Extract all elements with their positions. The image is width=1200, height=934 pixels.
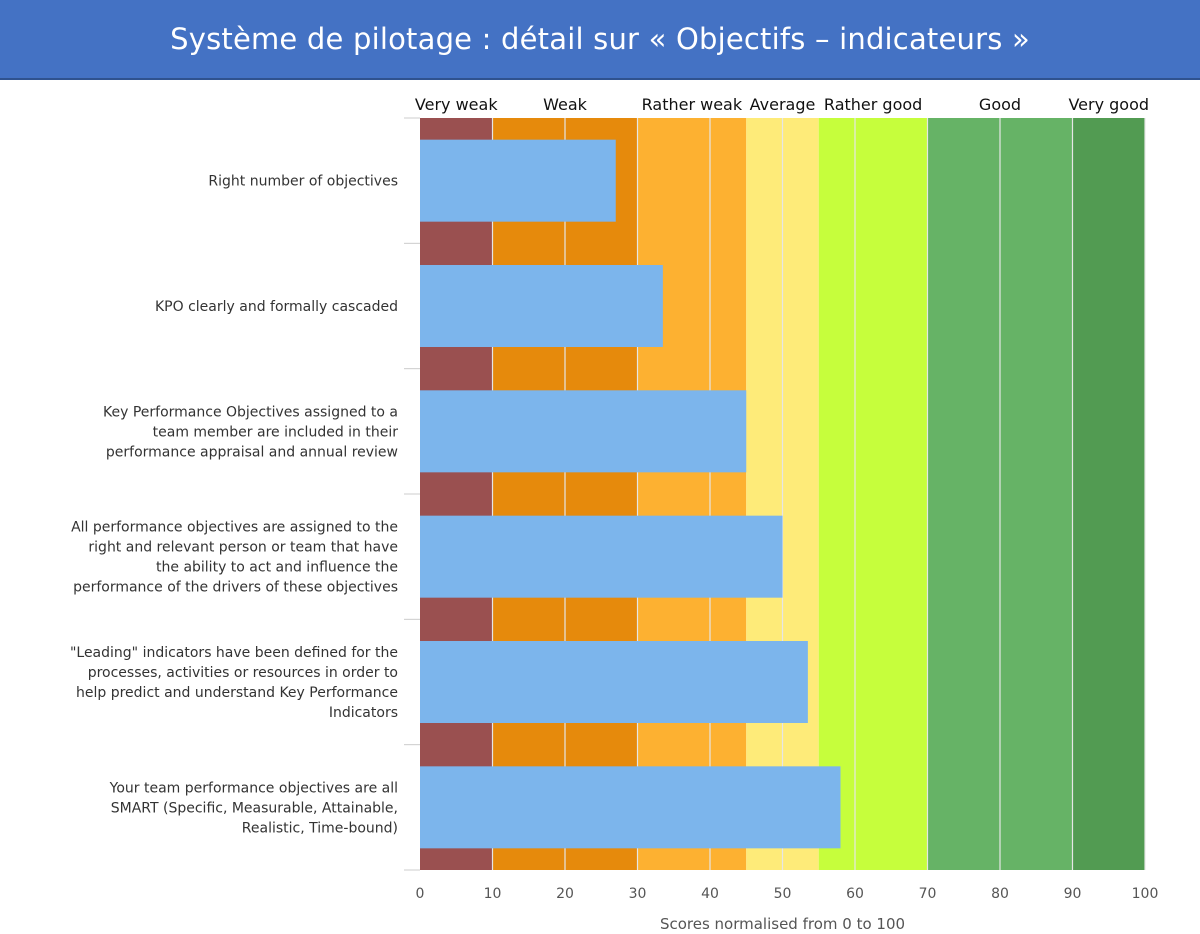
category-label-line: processes, activities or resources in or… (88, 665, 398, 681)
x-tick-label-9: 90 (1064, 886, 1082, 902)
category-label-line: KPO clearly and formally cascaded (155, 299, 398, 315)
band-label-3: Average (750, 95, 816, 114)
band-label-0: Very weak (415, 95, 498, 114)
band-label-6: Very good (1068, 95, 1149, 114)
title-banner: Système de pilotage : détail sur « Objec… (0, 0, 1200, 80)
category-label-line: All performance objectives are assigned … (71, 520, 398, 536)
band-label-1: Weak (543, 95, 588, 114)
bar-1 (420, 265, 663, 347)
x-tick-label-10: 100 (1132, 886, 1159, 902)
category-label-line: "Leading" indicators have been defined f… (70, 645, 398, 661)
band-2 (637, 118, 747, 870)
category-label-line: the ability to act and influence the (156, 560, 398, 576)
page-title: Système de pilotage : détail sur « Objec… (170, 22, 1030, 56)
bar-0 (420, 139, 616, 222)
category-label-2: Key Performance Objectives assigned to a… (103, 404, 398, 460)
x-tick-label-2: 20 (556, 886, 574, 902)
category-label-line: performance of the drivers of these obje… (73, 580, 398, 596)
category-label-5: Your team performance objectives are all… (109, 780, 398, 836)
bar-chart: Very weak Weak Rather weak Average Rather go… (70, 95, 1159, 933)
band-6 (1072, 118, 1145, 870)
category-label-4: "Leading" indicators have been defined f… (70, 645, 398, 721)
x-tick-label-6: 60 (846, 886, 864, 902)
category-label-line: Your team performance objectives are all (109, 780, 398, 796)
category-label-line: help predict and understand Key Performa… (76, 685, 398, 701)
x-tick-label-1: 10 (484, 886, 502, 902)
category-label-line: SMART (Specific, Measurable, Attainable, (111, 800, 398, 816)
band-label-2: Rather weak (642, 95, 743, 114)
band-label-5: Good (979, 95, 1021, 114)
x-tick-label-0: 0 (416, 886, 425, 902)
x-tick-label-3: 30 (629, 886, 647, 902)
category-label-line: right and relevant person or team that h… (88, 540, 398, 556)
x-tick-label-8: 80 (991, 886, 1009, 902)
category-label-line: Key Performance Objectives assigned to a (103, 404, 398, 420)
bar-5 (420, 766, 841, 849)
bar-2 (420, 390, 747, 473)
bar-3 (420, 515, 783, 598)
category-label-0: Right number of objectives (208, 174, 398, 190)
x-tick-label-5: 50 (774, 886, 792, 902)
x-tick-label-7: 70 (919, 886, 937, 902)
category-label-3: All performance objectives are assigned … (71, 520, 398, 596)
category-label-1: KPO clearly and formally cascaded (155, 299, 398, 315)
category-label-line: performance appraisal and annual review (106, 444, 398, 460)
x-tick-label-4: 40 (701, 886, 719, 902)
category-label-line: Indicators (329, 705, 398, 721)
category-label-line: team member are included in their (153, 424, 399, 440)
band-0 (420, 118, 493, 870)
category-label-line: Realistic, Time-bound) (242, 820, 398, 836)
bar-4 (420, 641, 808, 723)
x-axis-title: Scores normalised from 0 to 100 (660, 915, 905, 933)
band-4 (818, 118, 928, 870)
band-label-4: Rather good (824, 95, 922, 114)
category-label-line: Right number of objectives (208, 174, 398, 190)
